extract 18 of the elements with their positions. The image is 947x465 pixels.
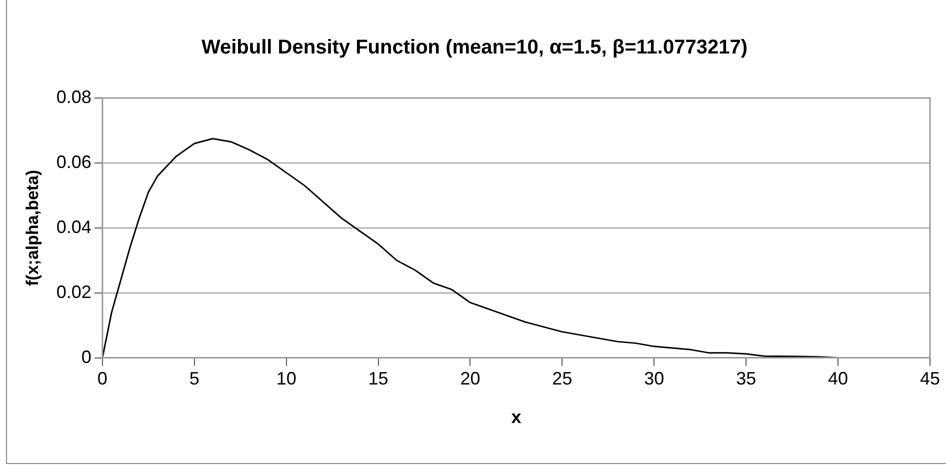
y-tick-label: 0.02 — [56, 282, 92, 302]
x-tick-label: 40 — [828, 368, 848, 389]
x-tick-label: 20 — [460, 368, 480, 389]
chart-title: Weibull Density Function (mean=10, α=1.5, β=11.0773217) — [201, 36, 748, 59]
x-axis-title: x — [511, 407, 522, 428]
x-tick-label: 45 — [920, 368, 940, 389]
y-tick-label: 0.08 — [56, 86, 92, 107]
x-tick-label: 25 — [552, 368, 572, 389]
x-tick-label: 10 — [276, 368, 296, 389]
y-tick-label: 0.06 — [56, 152, 92, 172]
x-tick-label: 15 — [368, 368, 388, 389]
y-tick-label: 0.04 — [56, 216, 92, 237]
x-tick-label: 5 — [189, 368, 200, 389]
y-tick-label: 0 — [81, 346, 92, 367]
y-axis-title: f(x;alpha,beta) — [22, 170, 42, 286]
x-tick-label: 30 — [644, 368, 664, 389]
x-tick-label: 0 — [97, 368, 108, 389]
x-tick-label: 35 — [736, 368, 756, 389]
